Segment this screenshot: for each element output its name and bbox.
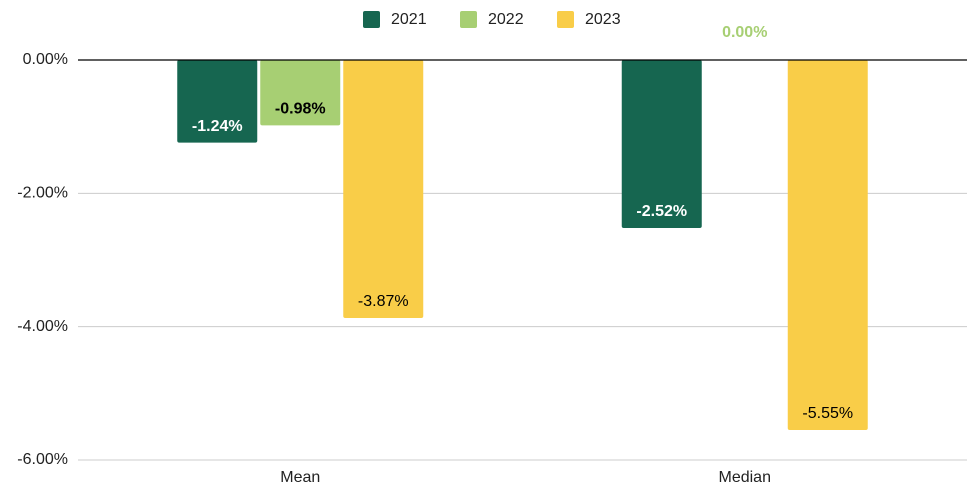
legend-label: 2021 bbox=[391, 11, 427, 28]
data-label: -2.52% bbox=[636, 203, 687, 220]
data-label: -5.55% bbox=[802, 405, 853, 422]
legend-swatch bbox=[363, 11, 380, 28]
data-label: -0.98% bbox=[275, 101, 326, 118]
y-tick-label: -6.00% bbox=[17, 451, 68, 468]
bar bbox=[343, 60, 424, 318]
data-label: -3.87% bbox=[358, 293, 409, 310]
legend-swatch bbox=[557, 11, 574, 28]
legend-label: 2022 bbox=[488, 11, 524, 28]
bar bbox=[621, 60, 702, 228]
data-label: 0.00% bbox=[722, 24, 767, 41]
bar bbox=[260, 60, 341, 126]
legend-swatch bbox=[460, 11, 477, 28]
x-tick-label: Mean bbox=[280, 469, 320, 486]
x-tick-label: Median bbox=[719, 469, 771, 486]
y-tick-label: -4.00% bbox=[17, 318, 68, 335]
data-label: -1.24% bbox=[192, 118, 243, 135]
bar bbox=[787, 60, 868, 430]
y-tick-label: 0.00% bbox=[23, 51, 68, 68]
legend-label: 2023 bbox=[585, 11, 621, 28]
y-tick-label: -2.00% bbox=[17, 185, 68, 202]
bar bbox=[177, 60, 258, 143]
